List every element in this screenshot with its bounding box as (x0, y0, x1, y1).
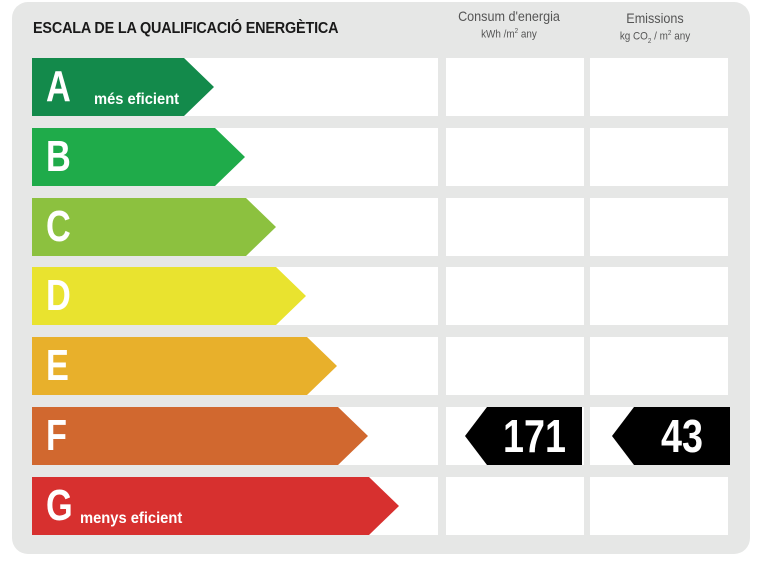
rating-arrow-c: C (32, 198, 276, 256)
emissions-cell-d (590, 267, 728, 325)
energy-cell-a (446, 58, 584, 116)
emissions-column-unit: kg CO2 / m2 any (619, 30, 691, 45)
rating-letter-e: E (46, 341, 69, 390)
rating-arrow-b: B (32, 128, 245, 186)
energy-value: 171 (503, 410, 566, 462)
rating-sublabel-g: menys eficient (80, 510, 183, 527)
emissions-cell-c (590, 198, 728, 256)
rating-arrow-shape-d (32, 267, 306, 325)
rating-arrow-shape-c (32, 198, 276, 256)
rating-arrow-shape-b (32, 128, 245, 186)
emissions-value-marker: 43 (612, 407, 730, 465)
rating-arrow-shape-f (32, 407, 368, 465)
energy-column-header: Consum d'energia kWh /m2 any (446, 8, 572, 41)
rating-letter-a: A (46, 62, 71, 111)
rating-arrow-shape-a (32, 58, 214, 116)
emissions-cell-a (590, 58, 728, 116)
label-title: ESCALA DE LA QUALIFICACIÓ ENERGÈTICA (33, 20, 339, 37)
emissions-cell-b (590, 128, 728, 186)
rating-arrow-shape-e (32, 337, 337, 395)
energy-cell-e (446, 337, 584, 395)
rating-letter-g: G (46, 481, 73, 530)
emissions-cell-g (590, 477, 728, 535)
rating-letter-b: B (46, 132, 71, 181)
energy-cell-d (446, 267, 584, 325)
rating-arrow-shape-g (32, 477, 399, 535)
rating-sublabel-a: més eficient (94, 91, 180, 108)
energy-column-label: Consum d'energia (458, 8, 560, 24)
energy-column-unit: kWh /m2 any (481, 28, 537, 41)
energy-cell-g (446, 477, 584, 535)
energy-cell-c (446, 198, 584, 256)
rating-arrow-f: F (32, 407, 368, 465)
rating-letter-d: D (46, 271, 71, 320)
energy-value-marker: 171 (465, 407, 582, 465)
emissions-column-header: Emissions kg CO2 / m2 any (592, 10, 718, 45)
emissions-column-label: Emissions (626, 10, 684, 26)
rating-arrow-d: D (32, 267, 306, 325)
emissions-value: 43 (661, 410, 703, 462)
emissions-cell-e (590, 337, 728, 395)
emissions-value-marker-shape (612, 407, 730, 465)
rating-letter-f: F (46, 411, 67, 460)
rating-letter-c: C (46, 202, 71, 251)
energy-cell-b (446, 128, 584, 186)
rating-arrow-e: E (32, 337, 337, 395)
energy-value-marker-shape (465, 407, 582, 465)
